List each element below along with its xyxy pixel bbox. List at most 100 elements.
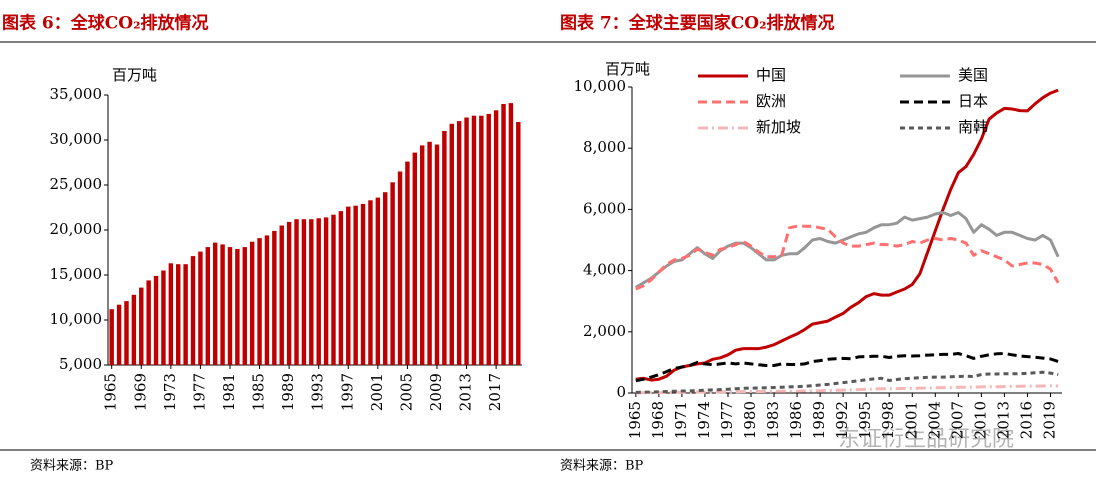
legend-label: 新加坡 [756, 118, 801, 136]
x-tick-label: 1997 [338, 373, 356, 411]
bar [316, 218, 321, 365]
bar [235, 248, 240, 365]
x-tick-label: 1965 [626, 401, 644, 439]
bar [168, 263, 174, 365]
legend-label: 欧洲 [756, 92, 786, 110]
x-tick-label: 2017 [486, 373, 504, 411]
x-tick-label: 1993 [309, 373, 327, 411]
bar [338, 211, 344, 365]
x-tick-label: 1980 [741, 401, 759, 439]
x-tick-label: 1983 [764, 401, 782, 439]
y-tick-label: 5,000 [59, 355, 102, 373]
y-tick-label: 10,000 [574, 77, 627, 95]
series-line [635, 370, 1059, 394]
bar [456, 121, 462, 365]
y-tick-label: 25,000 [50, 175, 103, 193]
bar [146, 280, 151, 365]
bar [124, 301, 129, 365]
bar [205, 247, 211, 365]
bar [153, 275, 159, 365]
x-tick-label: 1971 [672, 401, 690, 439]
bar [301, 219, 307, 365]
y-tick-label: 0 [616, 383, 626, 401]
y-tick-label: 4,000 [583, 261, 626, 279]
bar [139, 287, 144, 365]
x-tick-label: 1977 [190, 373, 208, 411]
chart-title: 图表 7：全球主要国家CO₂排放情况 [560, 13, 835, 34]
bar [375, 197, 381, 365]
bar [183, 264, 188, 365]
bar [116, 304, 122, 365]
x-tick-label: 1968 [649, 401, 667, 439]
y-axis-unit: 百万吨 [112, 66, 157, 84]
bar [161, 270, 166, 365]
bar [176, 264, 181, 365]
x-tick-label: 1977 [718, 401, 736, 439]
source-note: 资料来源：BP [560, 459, 644, 474]
bar [249, 241, 255, 365]
bar [405, 161, 410, 365]
bar [493, 110, 499, 365]
bar [220, 244, 225, 365]
bar [360, 203, 366, 365]
y-tick-label: 6,000 [583, 199, 626, 217]
y-tick-label: 15,000 [50, 265, 103, 283]
chart-title: 图表 6：全球CO₂排放情况 [2, 13, 209, 34]
bar [264, 235, 270, 365]
bar [419, 145, 425, 365]
y-tick-label: 20,000 [50, 220, 103, 238]
legend-label: 中国 [756, 66, 786, 84]
bar [286, 221, 292, 365]
bar [383, 192, 388, 365]
x-tick-label: 1995 [856, 401, 874, 439]
x-tick-label: 1974 [695, 401, 713, 439]
x-tick-label: 2010 [971, 401, 989, 439]
bar [294, 219, 299, 365]
watermark: 东证衍生品研究院 [838, 427, 1014, 452]
x-tick-label: 2009 [427, 373, 445, 411]
source-note: 资料来源：BP [30, 459, 114, 474]
bar [449, 123, 454, 365]
bar [486, 113, 491, 366]
bar [309, 219, 314, 365]
x-tick-label: 2016 [1017, 401, 1035, 439]
x-tick-label: 1965 [102, 373, 120, 411]
bar [257, 238, 262, 365]
y-tick-label: 2,000 [583, 322, 626, 340]
bar [412, 152, 418, 365]
bar [109, 309, 114, 365]
bar [279, 225, 284, 365]
x-tick-label: 1981 [220, 373, 238, 411]
x-tick-label: 2007 [948, 401, 966, 439]
bar [516, 122, 521, 365]
legend-label: 日本 [958, 92, 988, 110]
x-tick-label: 2005 [397, 373, 415, 411]
x-tick-label: 1969 [131, 373, 149, 411]
x-tick-label: 2013 [457, 373, 475, 411]
x-tick-label: 1985 [250, 373, 268, 411]
series-line [635, 88, 1059, 382]
bar [442, 131, 447, 365]
bar [212, 242, 218, 365]
bar [508, 103, 514, 365]
series-line [635, 224, 1060, 291]
bar [368, 200, 373, 365]
x-tick-label: 1973 [161, 373, 179, 411]
bar [434, 144, 440, 365]
bar [427, 141, 432, 365]
bar [390, 182, 395, 365]
bar [479, 115, 484, 365]
bar [397, 171, 403, 365]
bar [272, 230, 277, 365]
x-tick-label: 1989 [810, 401, 828, 439]
y-tick-label: 8,000 [583, 138, 626, 156]
y-axis-unit: 百万吨 [605, 60, 650, 78]
series-line [635, 211, 1060, 289]
y-tick-label: 30,000 [50, 130, 103, 148]
bar [131, 294, 137, 365]
x-tick-label: 1998 [879, 401, 897, 439]
x-tick-label: 2001 [368, 373, 386, 411]
bar [227, 247, 233, 365]
bar [464, 117, 469, 365]
legend-label: 南韩 [958, 118, 988, 136]
